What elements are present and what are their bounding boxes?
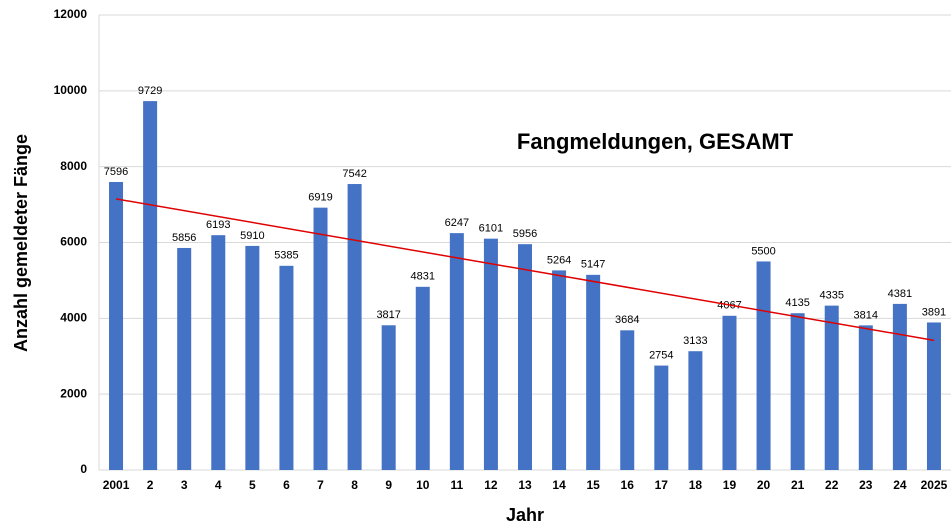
- bar: [279, 265, 294, 470]
- data-label: 2754: [649, 349, 673, 361]
- chart-title: Fangmeldungen, GESAMT: [517, 129, 794, 154]
- bar: [824, 305, 839, 470]
- x-tick-label: 13: [518, 478, 532, 492]
- bar: [722, 315, 737, 470]
- bar: [347, 184, 362, 470]
- x-tick-label: 18: [689, 478, 703, 492]
- bar: [313, 207, 328, 470]
- bar: [415, 286, 430, 470]
- x-tick-label: 12: [484, 478, 498, 492]
- x-tick-label: 2: [147, 478, 154, 492]
- data-label: 3817: [376, 309, 400, 321]
- bar: [143, 101, 158, 470]
- data-label: 5500: [751, 245, 775, 257]
- y-tick-label: 6000: [60, 235, 87, 249]
- y-tick-label: 4000: [60, 311, 87, 325]
- bar: [177, 247, 192, 470]
- data-label: 5856: [172, 232, 196, 244]
- bar: [654, 365, 669, 470]
- x-tick-label: 21: [791, 478, 805, 492]
- bar: [586, 274, 601, 470]
- x-tick-label: 3: [181, 478, 188, 492]
- data-label: 6101: [479, 223, 503, 235]
- data-label: 9729: [138, 85, 162, 97]
- bar: [483, 238, 498, 470]
- x-axis-label: Jahr: [506, 505, 544, 525]
- data-label: 6193: [206, 219, 230, 231]
- bar: [381, 325, 396, 470]
- bar: [449, 233, 464, 470]
- y-tick-label: 12000: [54, 7, 88, 21]
- data-label: 5910: [240, 230, 264, 242]
- bar: [552, 270, 567, 470]
- x-tick-label: 6: [283, 478, 290, 492]
- x-tick-label: 15: [586, 478, 600, 492]
- x-tick-label: 2001: [103, 478, 130, 492]
- data-label: 6247: [445, 217, 469, 229]
- x-tick-label: 8: [351, 478, 358, 492]
- data-label: 7542: [342, 168, 366, 180]
- data-label: 7596: [104, 166, 128, 178]
- x-tick-label: 7: [317, 478, 324, 492]
- x-tick-label: 17: [655, 478, 669, 492]
- x-tick-label: 4: [215, 478, 222, 492]
- x-tick-label: 19: [723, 478, 737, 492]
- bar: [211, 235, 226, 470]
- x-tick-label: 11: [450, 478, 463, 492]
- data-label: 4135: [785, 297, 809, 309]
- data-label: 3814: [854, 309, 878, 321]
- y-tick-label: 10000: [54, 83, 88, 97]
- bar: [756, 261, 771, 470]
- x-tick-label: 2025: [921, 478, 948, 492]
- data-label: 5147: [581, 259, 605, 271]
- data-label: 3133: [683, 335, 707, 347]
- x-tick-label: 10: [416, 478, 430, 492]
- y-axis-label: Anzahl gemeldeter Fänge: [11, 134, 31, 352]
- bar: [688, 351, 703, 470]
- data-label: 4335: [819, 290, 843, 302]
- data-label: 4831: [411, 271, 435, 283]
- bar: [790, 313, 805, 470]
- x-tick-label: 23: [859, 478, 873, 492]
- data-label: 5385: [274, 250, 298, 262]
- x-tick-label: 16: [621, 478, 635, 492]
- data-label: 3684: [615, 314, 639, 326]
- y-tick-label: 2000: [60, 386, 87, 400]
- x-tick-label: 20: [757, 478, 771, 492]
- bar: [926, 322, 941, 470]
- x-tick-label: 5: [249, 478, 256, 492]
- data-label: 4381: [888, 288, 912, 300]
- x-tick-label: 24: [893, 478, 907, 492]
- y-tick-label: 0: [80, 462, 87, 476]
- bar: [892, 303, 907, 470]
- data-label: 6919: [308, 192, 332, 204]
- trendline: [115, 198, 935, 342]
- bar: [858, 325, 873, 470]
- data-label: 5956: [513, 228, 537, 240]
- bar: [109, 181, 124, 471]
- bar: [620, 330, 635, 470]
- y-tick-label: 8000: [60, 159, 87, 173]
- bar: [518, 244, 532, 470]
- x-tick-label: 9: [385, 478, 392, 492]
- x-tick-label: 22: [825, 478, 839, 492]
- x-tick-label: 14: [552, 478, 566, 492]
- bar: [245, 245, 260, 470]
- data-label: 3891: [922, 306, 946, 318]
- data-label: 5264: [547, 254, 571, 266]
